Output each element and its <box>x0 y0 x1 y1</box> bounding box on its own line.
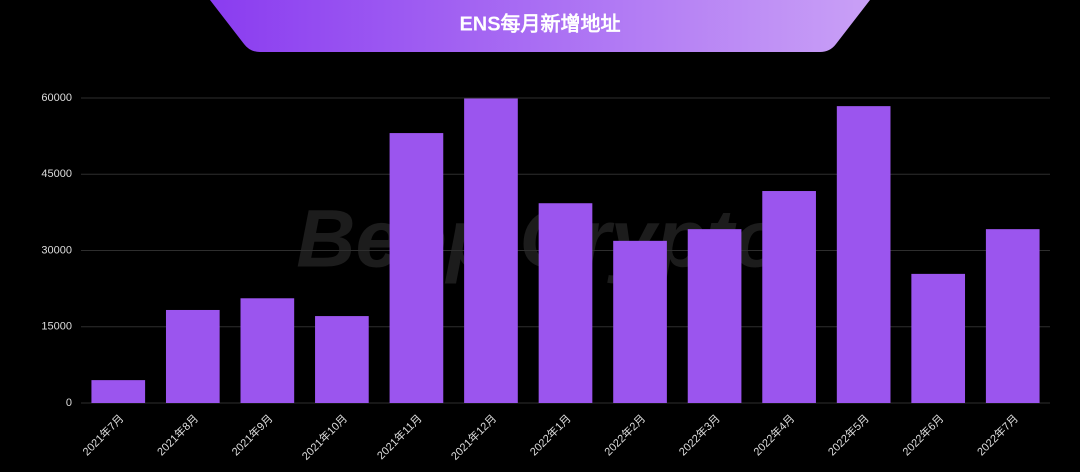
bar <box>613 240 667 403</box>
bar <box>240 298 295 403</box>
bar <box>911 273 966 403</box>
title-banner <box>210 0 870 52</box>
y-tick-label: 15000 <box>41 321 72 333</box>
bar <box>985 229 1040 403</box>
chart-title: ENS每月新增地址 <box>459 11 620 35</box>
bar <box>687 229 742 403</box>
bar <box>762 191 816 403</box>
bar <box>165 309 220 403</box>
bar <box>836 106 891 403</box>
bar <box>389 133 444 403</box>
y-tick-label: 45000 <box>41 168 72 180</box>
bar <box>538 203 593 403</box>
bar <box>464 98 518 403</box>
y-tick-label: 60000 <box>41 92 72 104</box>
bar <box>315 316 369 403</box>
y-tick-label: 0 <box>66 397 72 409</box>
y-tick-label: 30000 <box>41 244 72 256</box>
bar <box>91 380 146 403</box>
